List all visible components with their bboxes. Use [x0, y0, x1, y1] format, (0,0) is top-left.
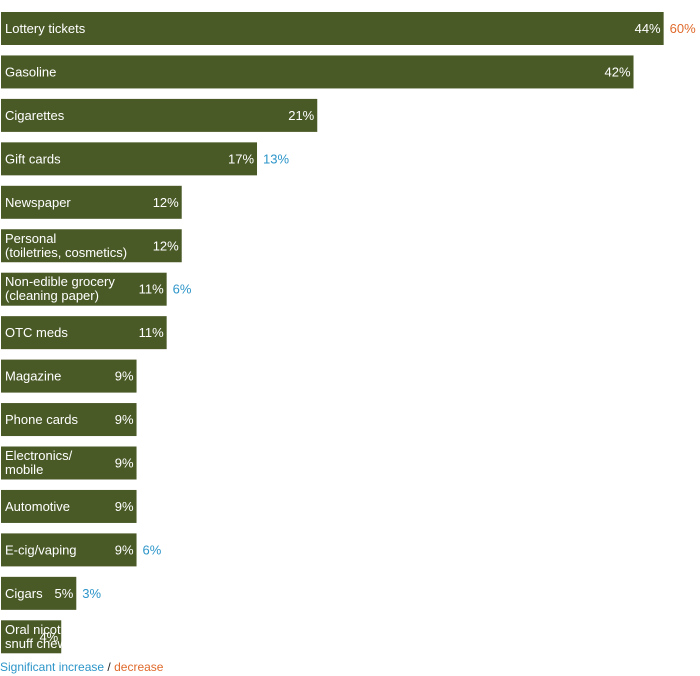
value-label: 44%	[635, 21, 661, 36]
value-label: 11%	[139, 282, 164, 297]
category-label: Magazine	[5, 369, 61, 384]
bar	[1, 359, 137, 393]
value-label: 42%	[604, 64, 630, 79]
legend-increase: Significant increase	[0, 660, 105, 674]
bar	[1, 12, 664, 45]
value-label: 4%	[39, 629, 58, 644]
value-label: 9%	[115, 542, 134, 557]
bar	[1, 55, 634, 89]
category-label: Newspaper	[5, 195, 71, 210]
bar	[1, 98, 318, 132]
category-label: Electronics/mobile	[5, 448, 73, 477]
value-label: 12%	[153, 238, 179, 253]
category-label: Cigars	[5, 586, 43, 601]
bar	[1, 185, 182, 219]
bar	[1, 142, 258, 176]
category-label: Oral nicotine, snuff chew	[5, 622, 82, 651]
value-label: 21%	[288, 108, 314, 123]
category-label: Lottery tickets	[5, 21, 86, 36]
value-label: 9%	[115, 499, 134, 514]
bar	[1, 316, 167, 350]
change-label: 6%	[143, 542, 162, 557]
category-label: Gift cards	[5, 151, 61, 166]
change-label: 13%	[263, 151, 289, 166]
value-label: 11%	[139, 325, 164, 340]
bar	[1, 272, 167, 306]
bar	[1, 446, 137, 480]
bar	[1, 533, 137, 567]
value-label: 9%	[115, 369, 134, 384]
bar	[1, 229, 182, 263]
category-label: Non-edible grocery (cleaning paper)	[5, 274, 115, 303]
legend-decrease: decrease	[114, 660, 164, 674]
value-label: 17%	[228, 151, 254, 166]
value-label: 5%	[55, 586, 74, 601]
category-label: Phone cards	[5, 412, 78, 427]
category-label: OTC meds	[5, 325, 68, 340]
value-label: 12%	[153, 195, 179, 210]
value-label: 9%	[115, 412, 134, 427]
bar	[1, 403, 137, 437]
change-label: 6%	[173, 282, 192, 297]
category-label: Cigarettes	[5, 108, 65, 123]
bar	[1, 489, 137, 523]
change-label: 3%	[82, 586, 101, 601]
value-label: 9%	[115, 456, 134, 471]
category-label: Gasoline	[5, 64, 56, 79]
change-label: 60%	[670, 21, 696, 36]
bar	[1, 620, 62, 654]
category-label: Personal (toiletries, cosmetics)	[5, 231, 127, 260]
legend-separator: /	[107, 660, 111, 674]
category-label: Automotive	[5, 499, 70, 514]
legend: Significant increase / decrease	[0, 660, 163, 674]
bar	[1, 576, 77, 610]
category-label: E-cig/vaping	[5, 542, 77, 557]
